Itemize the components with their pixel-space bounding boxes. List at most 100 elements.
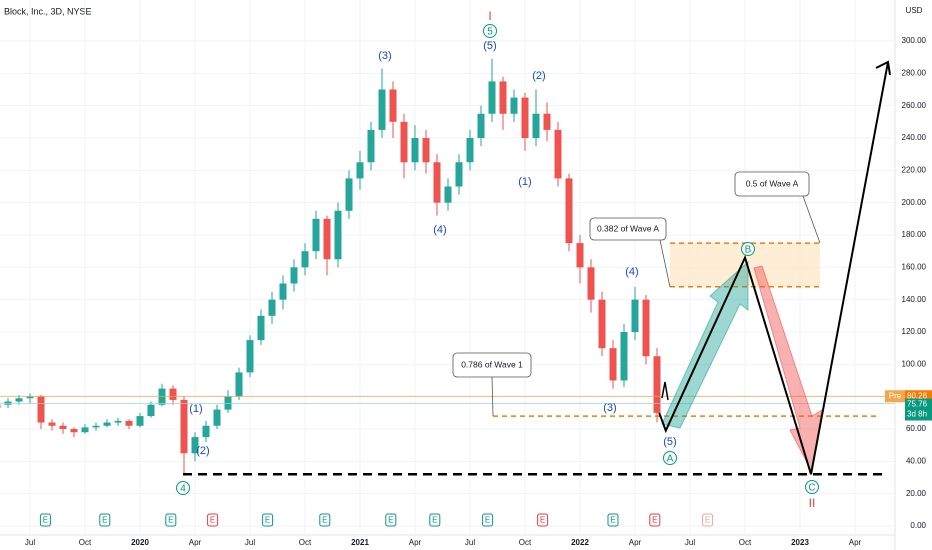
earnings-icon [385,513,397,527]
callout-pointer [491,376,494,417]
earnings-icon [607,513,619,527]
candle-body [411,138,419,163]
wave-circle [176,481,190,495]
candle-body [477,113,485,138]
candle-body [268,299,276,316]
x-tick-label: Oct [739,538,752,547]
candle-body [433,162,441,203]
candle-body [92,425,100,428]
earnings-icon [537,513,549,527]
earnings-label: E [388,516,393,525]
currency: USD [906,6,923,15]
candle-body [345,178,353,211]
wave-circle [663,451,677,465]
y-tick-label: 300.00 [902,36,927,45]
earnings-icon [702,513,714,527]
earnings-label: E [210,516,215,525]
wave-label: (2) [196,445,209,457]
y-tick-label: 220.00 [902,165,927,174]
y-tick-label: 140.00 [902,295,927,304]
y-tick-label: 240.00 [902,133,927,142]
candle-body [609,348,617,381]
y-tick-label: 100.00 [902,359,927,368]
earnings-label: E [485,516,490,525]
candle-body [37,396,45,423]
earnings-icon [39,513,51,527]
candle-body [15,398,23,402]
candle-body [488,81,496,114]
candle-body [400,121,408,163]
y-tick-label: 180.00 [902,230,927,239]
x-tick-label: Jul [685,538,695,547]
candle-body [59,425,67,429]
candle-body [48,422,56,426]
candle-body [455,162,463,187]
y-tick-label: 160.00 [902,262,927,271]
earnings-icon [262,513,274,527]
x-tick-label: Oct [299,538,312,547]
candle-body [246,340,254,373]
candle-body [510,97,518,114]
callout-box [452,352,532,378]
x-tick-label: Oct [519,538,532,547]
x-tick-label: Apr [189,538,202,547]
wave-circle [483,24,497,38]
earnings-label: E [652,516,657,525]
earnings-icon [99,513,111,527]
y-tick-label: 120.00 [902,327,927,336]
candle-body [466,138,474,163]
candle-body [0,404,1,408]
candle-body [312,218,320,252]
earnings-label: E [540,516,545,525]
wave-circle [805,480,819,494]
wave-label: A [667,454,674,465]
x-tick-label: 2022 [571,538,589,547]
candle-body [70,429,78,433]
x-tick-label: Apr [409,538,422,547]
wave-label: (3) [603,402,616,414]
candle-body [169,388,177,400]
candle-body [532,113,540,138]
x-tick-label: Apr [849,538,862,547]
wave-label: I [488,9,491,23]
candle-body [642,299,650,357]
candle-body [257,315,265,341]
candle-body [565,178,573,244]
candle-body [103,422,111,426]
candle-body [367,129,375,163]
x-tick-label: Jul [245,538,255,547]
candle-body [334,210,342,260]
candle-body [81,427,89,433]
candle-body [136,416,144,426]
candle-body [125,420,133,426]
candle-body [301,251,309,268]
earnings-label: E [168,516,173,525]
y-tick-label: 260.00 [902,101,927,110]
tick-mark [661,381,669,401]
callout-pointer [659,239,671,288]
earnings-icon [319,513,331,527]
earnings-label: E [43,516,48,525]
candle-body [422,138,430,163]
earnings-icon [429,513,441,527]
candle-body [598,299,606,349]
earnings-icon [165,513,177,527]
x-tick-label: 2020 [131,538,149,547]
wave-label: B [745,245,752,256]
candle-body [389,89,397,122]
candle-body [543,113,551,130]
candle-body [323,218,331,260]
earnings-label: E [322,516,327,525]
earnings-label: E [610,516,615,525]
pre-value: 80.26 [907,391,928,400]
candle-body [576,243,584,268]
wave-label: (4) [625,266,638,278]
candle-body [114,420,122,423]
x-tick-label: 2021 [351,538,369,547]
candle-body [356,162,364,179]
last-badge [905,398,932,421]
candle-body [587,267,595,300]
candle-body [631,299,639,332]
candle-body [235,372,243,397]
pre-label: Pre [889,391,902,400]
